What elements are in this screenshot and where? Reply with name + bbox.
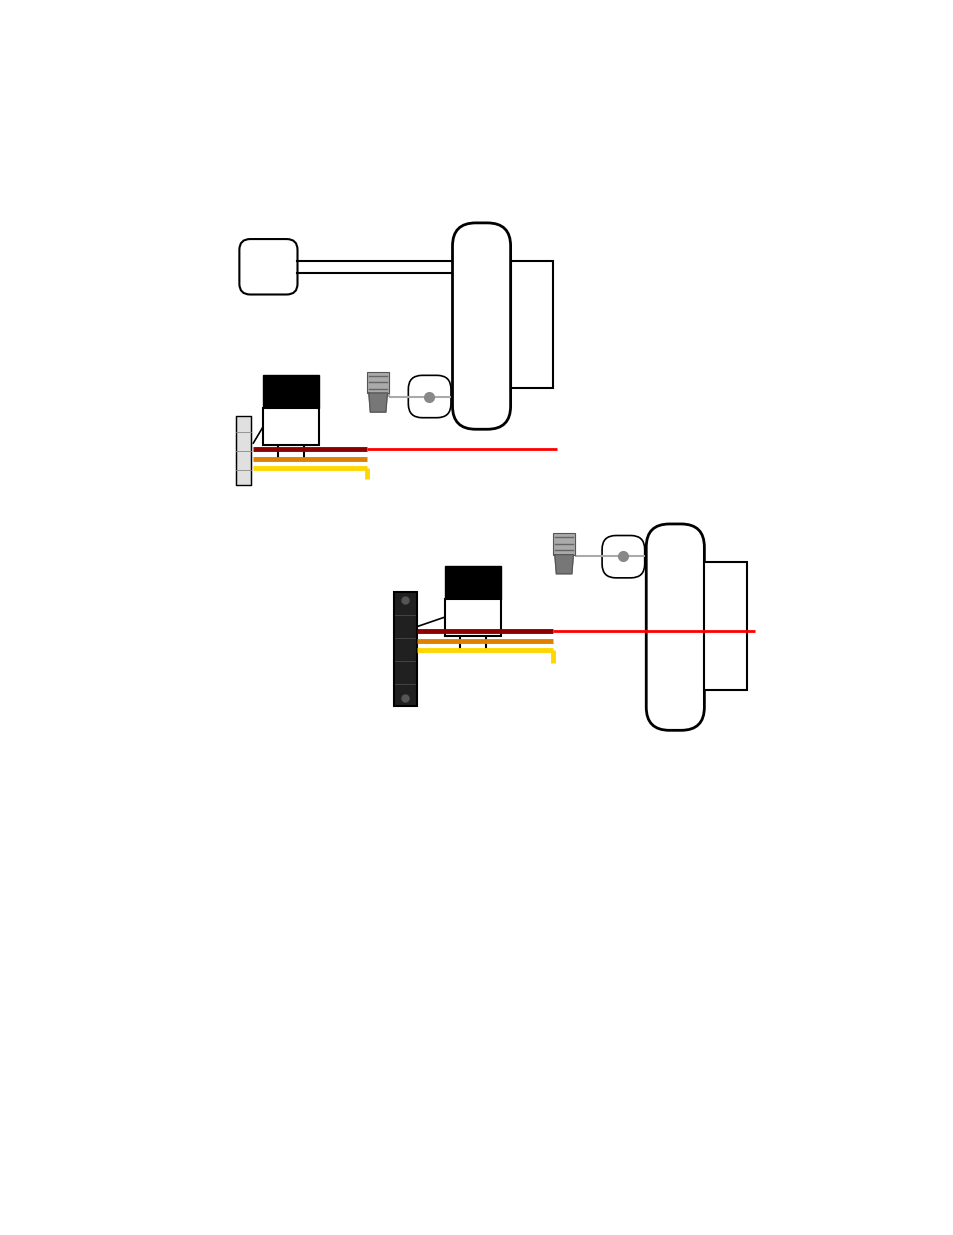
Polygon shape <box>555 555 573 574</box>
Bar <box>263 375 319 408</box>
Bar <box>367 372 389 393</box>
FancyBboxPatch shape <box>239 240 297 294</box>
FancyBboxPatch shape <box>452 222 510 430</box>
Bar <box>703 562 746 689</box>
Bar <box>553 534 575 555</box>
Bar <box>236 416 251 485</box>
Bar <box>394 593 416 706</box>
Bar <box>444 567 500 599</box>
FancyBboxPatch shape <box>408 375 451 417</box>
Bar <box>510 262 553 389</box>
FancyBboxPatch shape <box>601 536 644 578</box>
Bar <box>444 599 500 636</box>
Bar <box>263 408 319 445</box>
Polygon shape <box>369 393 387 412</box>
FancyBboxPatch shape <box>645 524 703 730</box>
